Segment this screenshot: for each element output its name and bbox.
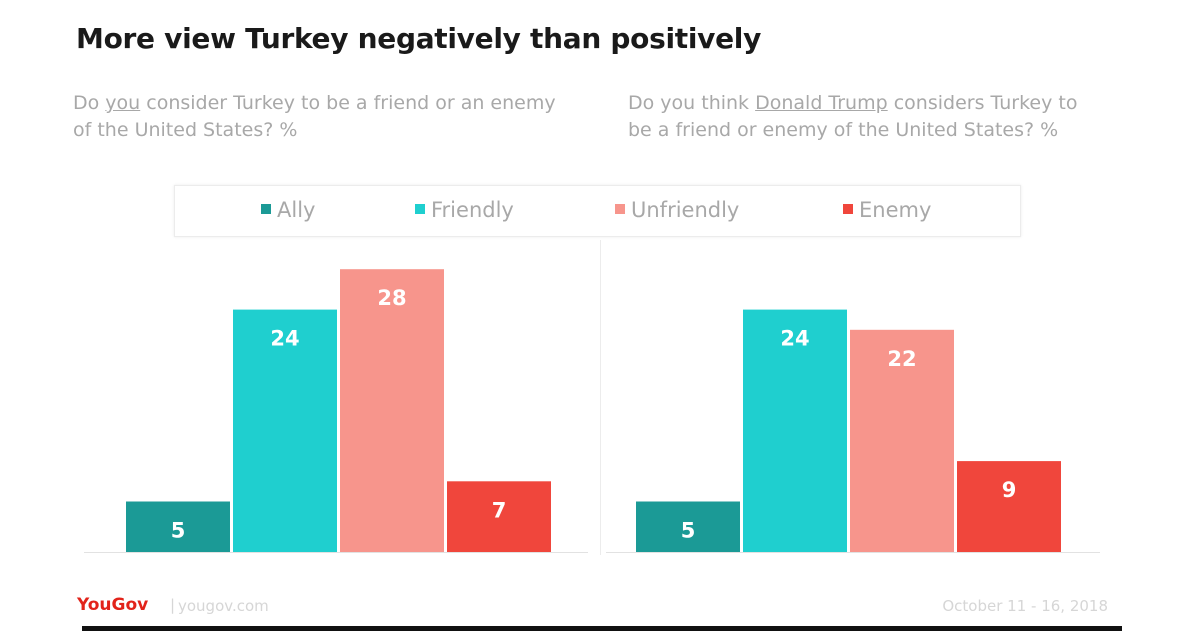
right-bar-enemy <box>957 461 1061 552</box>
right-bar-friendly <box>743 309 847 552</box>
legend-item-friendly: Friendly <box>415 198 514 222</box>
left-bar-friendly <box>233 309 337 552</box>
footer-site: yougov.com <box>178 597 269 615</box>
legend-label-friendly: Friendly <box>431 198 514 222</box>
legend-label-ally: Ally <box>277 198 316 222</box>
footer-date: October 11 - 16, 2018 <box>942 597 1108 615</box>
legend-item-unfriendly: Unfriendly <box>615 198 739 222</box>
left-bar-label-enemy: 7 <box>492 498 507 522</box>
left-bar-label-ally: 5 <box>171 519 186 543</box>
question-right: Do you think Donald Trump considers Turk… <box>628 90 1098 144</box>
question-left-before: Do <box>73 92 106 114</box>
right-bar-label-friendly: 24 <box>780 327 809 351</box>
right-bar-ally <box>636 501 740 552</box>
left-bar-enemy <box>447 481 551 552</box>
bottom-bar <box>82 626 1122 631</box>
legend-swatch-unfriendly <box>615 204 625 214</box>
right-bar-label-enemy: 9 <box>1002 478 1017 502</box>
footer-separator: | <box>170 596 176 614</box>
question-left: Do you consider Turkey to be a friend or… <box>73 90 563 144</box>
yougov-logo: YouGov <box>77 595 149 615</box>
question-right-after: considers Turkey to be a friend or enemy… <box>628 92 1078 141</box>
legend-swatch-enemy <box>843 204 853 214</box>
question-left-emphasis: you <box>105 92 141 114</box>
panel-divider <box>600 240 601 555</box>
legend-label-unfriendly: Unfriendly <box>631 198 740 222</box>
right-bar-label-unfriendly: 22 <box>887 347 916 371</box>
left-bar-unfriendly <box>340 269 444 552</box>
legend-item-ally: Ally <box>261 198 315 222</box>
legend-item-enemy: Enemy <box>843 198 931 222</box>
chart-title: More view Turkey negatively than positiv… <box>76 22 762 55</box>
left-bar-label-unfriendly: 28 <box>377 286 406 310</box>
question-right-emphasis: Donald Trump <box>755 92 888 114</box>
question-right-before: Do you think <box>628 92 756 114</box>
question-left-after: consider Turkey to be a friend or an ene… <box>73 92 556 141</box>
legend: Ally Friendly Unfriendly Enemy <box>174 185 1021 237</box>
right-bar-label-ally: 5 <box>681 519 696 543</box>
legend-swatch-ally <box>261 204 271 214</box>
left-bar-ally <box>126 501 230 552</box>
legend-label-enemy: Enemy <box>859 198 932 222</box>
left-bar-label-friendly: 24 <box>270 327 299 351</box>
legend-swatch-friendly <box>415 204 425 214</box>
right-bar-unfriendly <box>850 329 954 552</box>
